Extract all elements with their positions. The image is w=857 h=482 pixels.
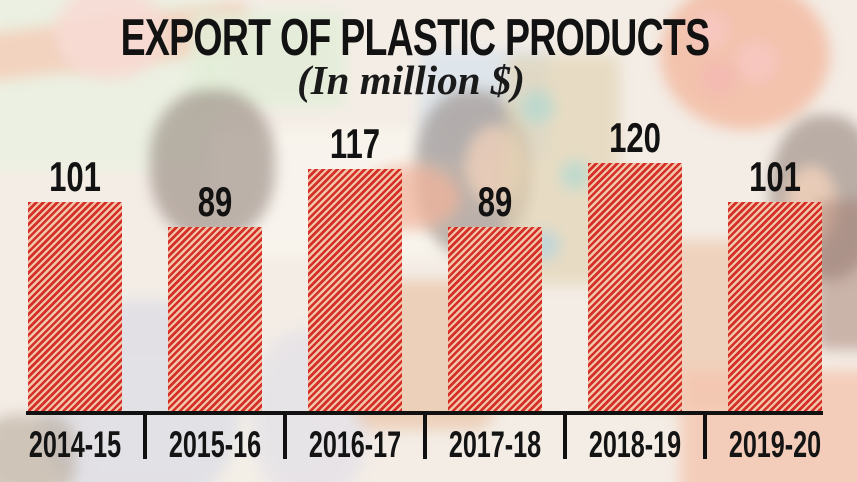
- bar-value-label: 101: [48, 153, 101, 200]
- x-axis-tick: [142, 411, 147, 459]
- background-maroon-fabric: [815, 200, 857, 350]
- bar-2014-15: [27, 202, 122, 411]
- bar-value-label: 89: [477, 178, 513, 225]
- background-saree-motif: [560, 160, 590, 190]
- x-axis-label: 2015-16: [168, 424, 261, 465]
- x-axis-tick: [562, 411, 567, 459]
- x-axis-label: 2018-19: [588, 424, 682, 465]
- background-pink-flower: [700, 60, 736, 96]
- chart-title: EXPORT OF PLASTIC PRODUCTS: [120, 9, 710, 67]
- background-dark-corner: [0, 415, 75, 482]
- bar-2015-16: [167, 227, 262, 411]
- bar-value-label: 120: [608, 114, 661, 161]
- background-person-hair: [150, 90, 275, 240]
- bar-2017-18: [447, 227, 542, 411]
- bar-value-label: 101: [749, 153, 801, 200]
- x-axis-tick: [282, 411, 287, 459]
- background-saree-motif: [520, 90, 554, 124]
- background-pink-flower: [735, 40, 779, 84]
- chart-subtitle: (In million $): [297, 57, 525, 103]
- bar-2016-17: [307, 169, 402, 411]
- x-axis-label: 2014-15: [28, 424, 121, 465]
- x-axis-line: [26, 411, 823, 415]
- bar-value-label: 117: [329, 120, 380, 167]
- x-axis-label: 2017-18: [448, 424, 541, 465]
- x-axis-label: 2019-20: [728, 424, 822, 465]
- background-pink-flower: [690, 10, 730, 50]
- x-axis-label: 2016-17: [308, 424, 401, 465]
- background-pink-plates: [55, 0, 165, 80]
- bar-2018-19: [587, 163, 682, 411]
- bar-2019-20: [728, 202, 822, 411]
- x-axis-tick: [702, 411, 707, 459]
- x-axis-tick: [422, 411, 427, 459]
- bar-value-label: 89: [197, 178, 232, 225]
